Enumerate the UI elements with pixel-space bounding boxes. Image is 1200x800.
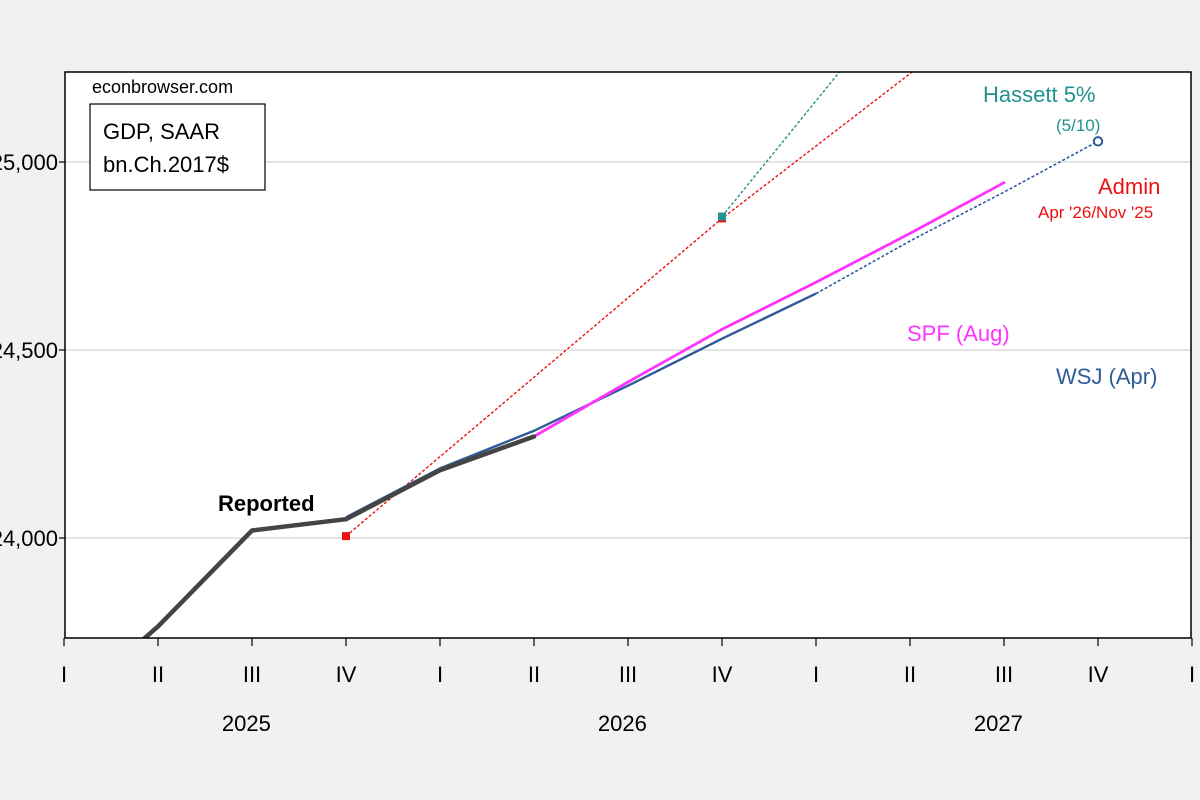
series-label-reported: Reported xyxy=(218,491,315,516)
x-tick-label: IV xyxy=(712,662,733,687)
y-tick-label: 24,000 xyxy=(0,526,58,551)
admin-point xyxy=(342,532,350,541)
series-label-wsj: WSJ (Apr) xyxy=(1056,364,1157,389)
x-tick-label: III xyxy=(619,662,637,687)
hassett-point xyxy=(718,212,726,221)
y-tick-label: 25,000 xyxy=(0,150,58,175)
x-year-label: 2025 xyxy=(222,711,271,736)
x-tick-label: II xyxy=(528,662,540,687)
series-label-admin: Admin xyxy=(1098,174,1160,199)
series-sublabel-hassett: (5/10) xyxy=(1056,116,1100,135)
series-line-reported xyxy=(141,434,537,638)
series-layer xyxy=(141,72,1099,638)
x-tick-label: IV xyxy=(1088,662,1109,687)
x-tick-label: I xyxy=(1189,662,1195,687)
series-label-hassett: Hassett 5% xyxy=(983,82,1096,107)
wsj-end-point xyxy=(1092,136,1104,147)
x-tick-label: III xyxy=(243,662,261,687)
x-year-label: 2026 xyxy=(598,711,647,736)
y-axis-ticks: 24,000 24,500 25,000 xyxy=(0,150,65,551)
units-box-line-2: bn.Ch.2017$ xyxy=(103,152,229,177)
series-label-spf: SPF (Aug) xyxy=(907,321,1010,346)
series-sublabel-admin: Apr '26/Nov '25 xyxy=(1038,203,1153,222)
plot-frame xyxy=(64,71,1192,639)
series-line-spf xyxy=(532,181,1006,438)
x-tick-label: III xyxy=(995,662,1013,687)
marker-layer xyxy=(342,136,1104,541)
x-tick-label: I xyxy=(813,662,819,687)
x-tick-label: I xyxy=(437,662,443,687)
y-tick-label: 24,500 xyxy=(0,338,58,363)
x-tick-label: I xyxy=(61,662,67,687)
x-year-label: 2027 xyxy=(974,711,1023,736)
series-line-wsj-dotted xyxy=(815,140,1099,295)
source-note: econbrowser.com xyxy=(92,77,233,97)
x-tick-label: IV xyxy=(336,662,357,687)
x-tick-label: II xyxy=(152,662,164,687)
x-tick-label: II xyxy=(904,662,916,687)
units-box xyxy=(89,103,266,191)
units-box-line-1: GDP, SAAR xyxy=(103,119,220,144)
